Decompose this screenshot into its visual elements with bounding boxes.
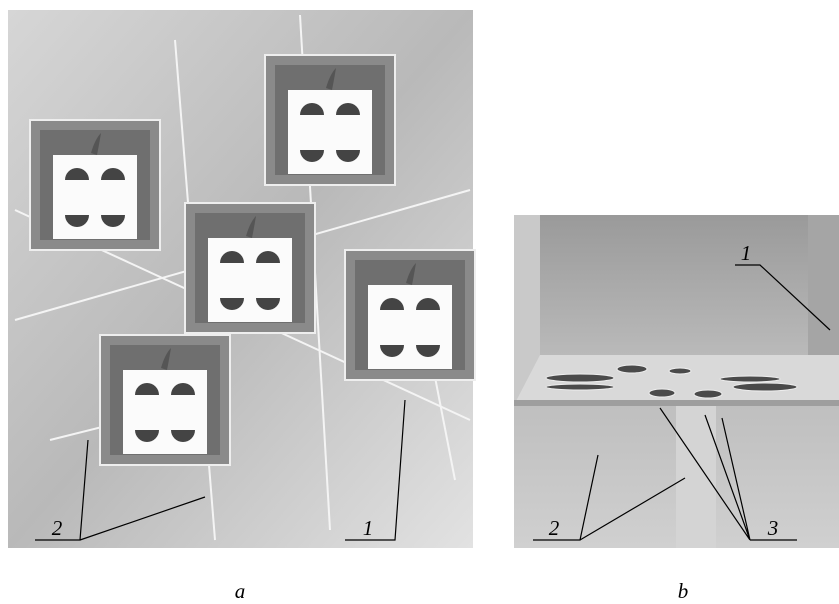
box [345,250,475,380]
callout: 2 [549,516,560,540]
panel-caption: a [235,579,246,603]
callout: 1 [363,516,374,540]
callout: 2 [52,516,63,540]
panel-caption: b [678,579,689,603]
box [265,55,395,185]
callout: 3 [767,516,779,540]
box [185,203,315,333]
panel-a [8,10,475,548]
plate-edge [514,400,839,406]
callout: 1 [741,241,752,265]
side-wall [808,215,839,355]
figure: 2 1 1 2 3 a b [0,0,839,604]
box [100,335,230,465]
box [30,120,160,250]
panel-b [514,215,839,548]
